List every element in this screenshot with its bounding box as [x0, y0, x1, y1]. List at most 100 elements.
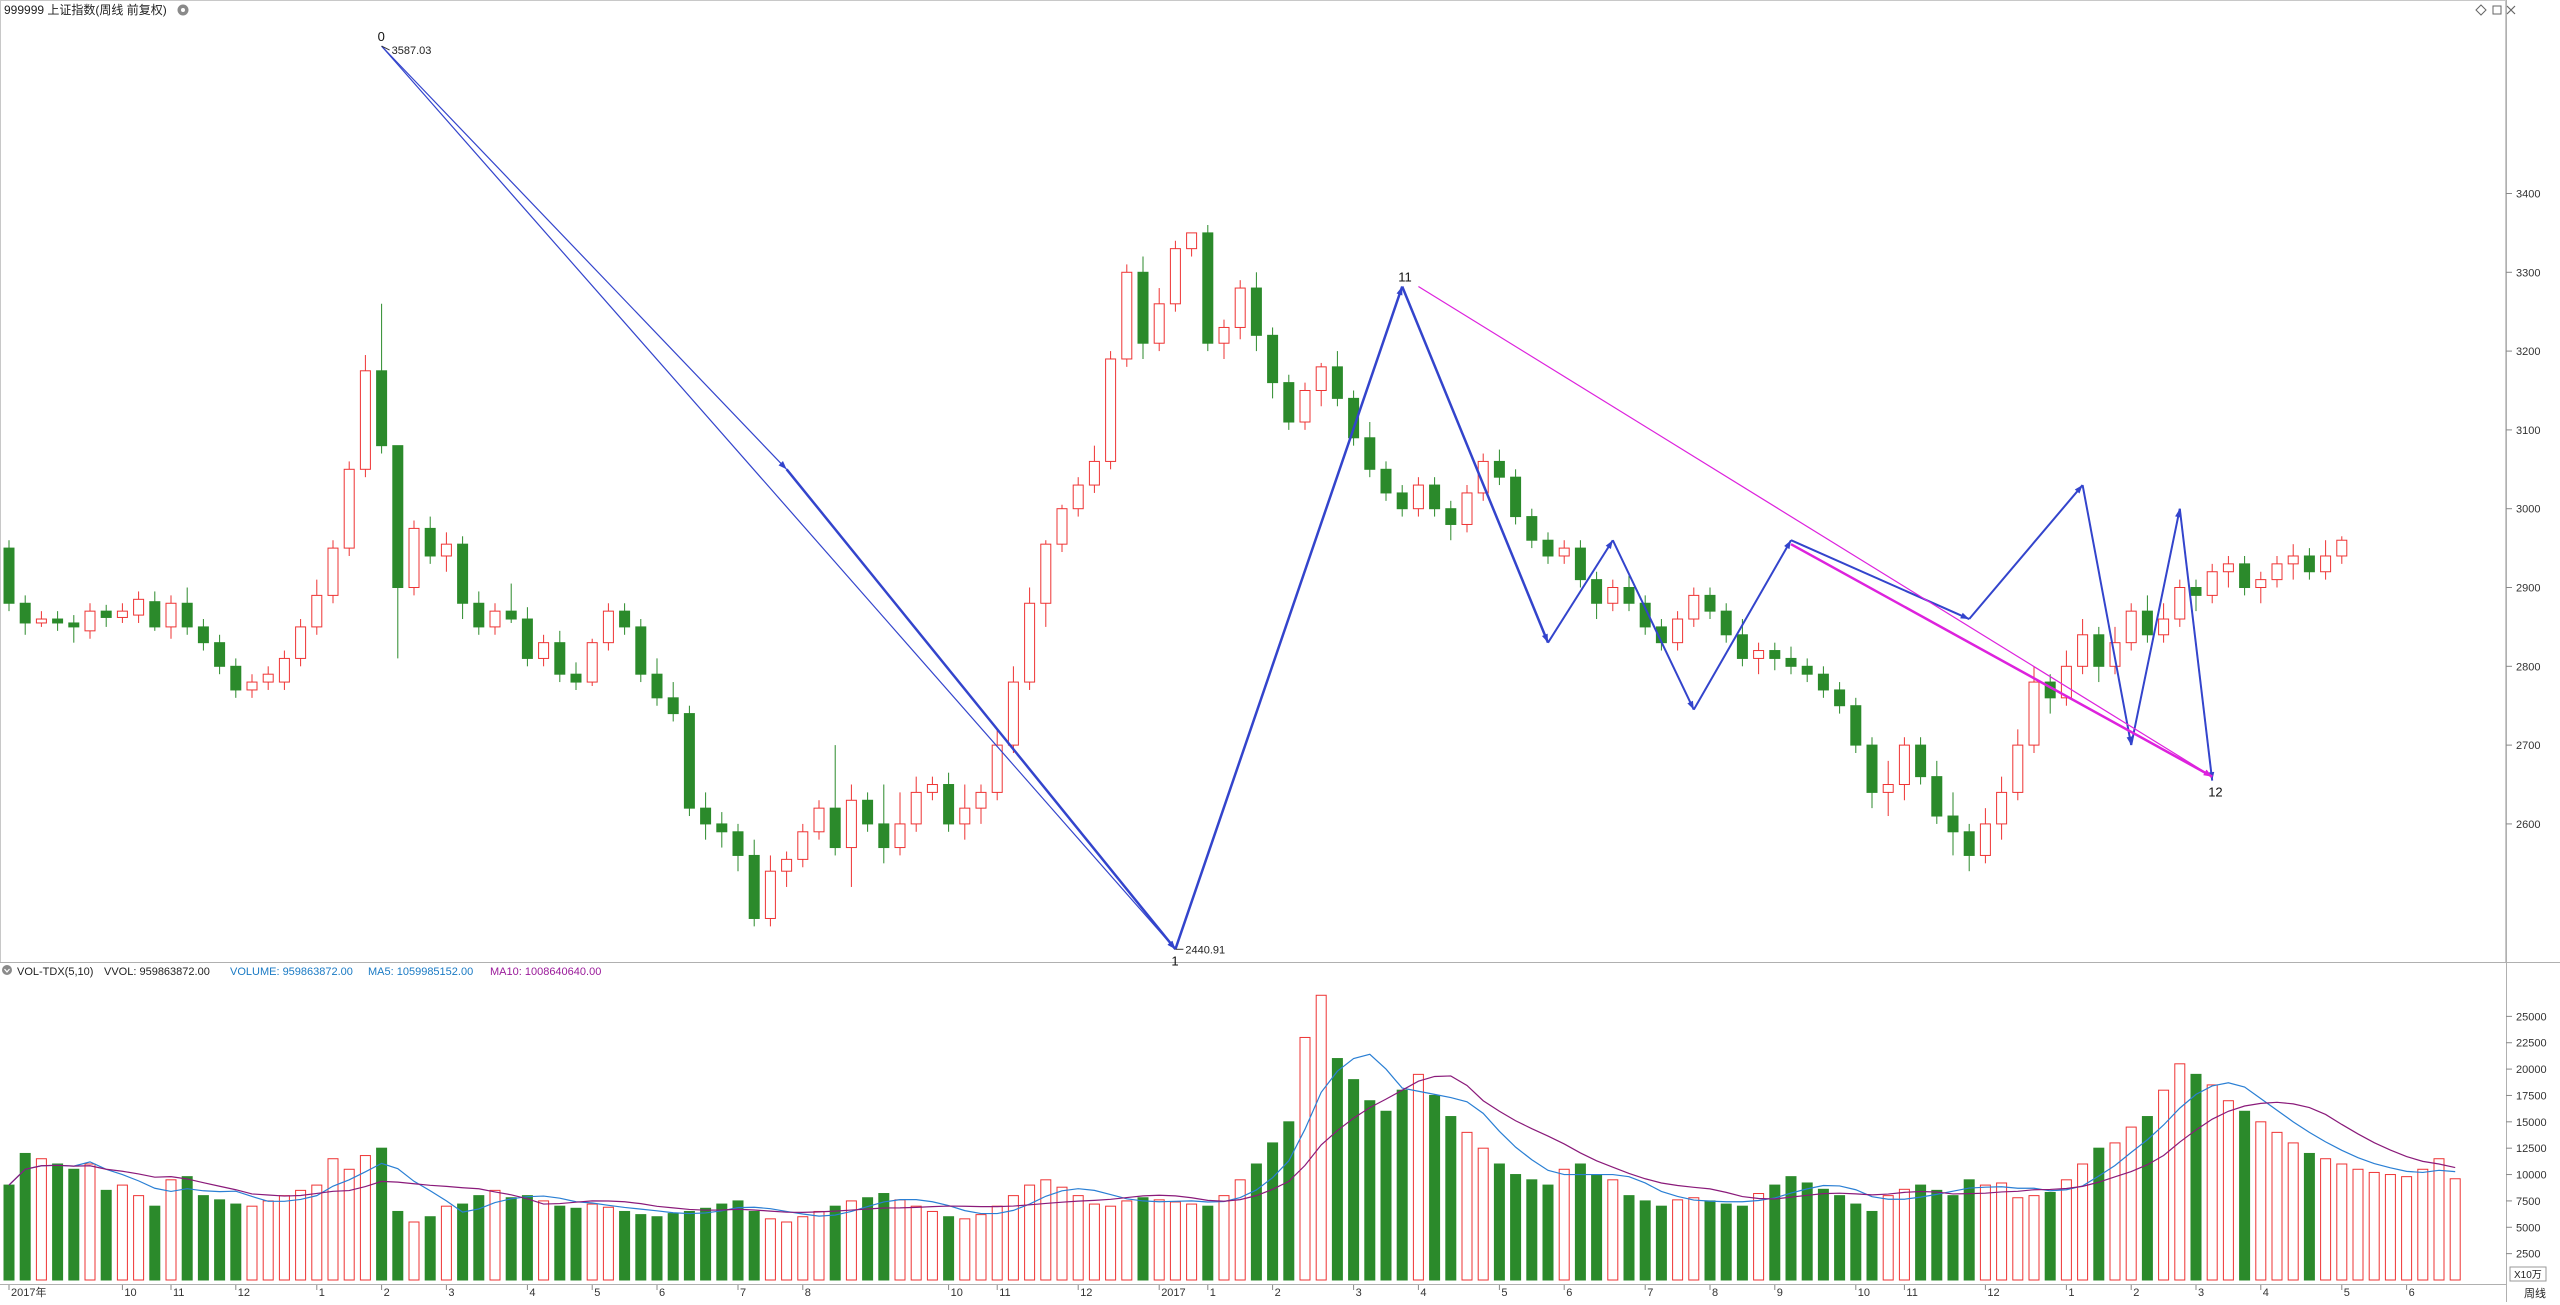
volume-bar [1267, 1142, 1279, 1281]
wave-0-1-upper [381, 45, 788, 470]
volume-bar [1947, 1195, 1959, 1281]
annotation-leader [381, 45, 390, 51]
volume-bar [1720, 1203, 1732, 1281]
date-tick-label: 4 [2263, 1287, 2269, 1299]
volume-bar [1979, 1184, 1991, 1281]
date-tick-label: 11 [1906, 1287, 1917, 1299]
volume-bar [2352, 1168, 2364, 1281]
minimize-icon[interactable] [2492, 5, 2502, 15]
volume-bar [165, 1179, 177, 1281]
candle-body [392, 445, 404, 589]
volume-bar [52, 1163, 64, 1281]
candle-body [2336, 539, 2348, 557]
candle-body [602, 610, 614, 644]
volume-bar [1866, 1210, 1878, 1281]
candle-body [651, 673, 663, 699]
wave-h [2178, 508, 2214, 781]
candle [1493, 449, 1505, 486]
trend-magenta-thin [1418, 285, 2213, 778]
wave-annotations: 0 3587.03 1 2440.91 11 12 [378, 29, 2223, 968]
volume-bar [1655, 1205, 1667, 1281]
candle [1445, 500, 1457, 541]
chart-header: 999999 上证指数(周线 前复权) [4, 2, 2516, 17]
candle-body [1169, 248, 1181, 305]
candle-body [1882, 784, 1894, 793]
volume-bar [894, 1199, 906, 1281]
candle-body [716, 823, 728, 833]
candle-body [1040, 543, 1052, 604]
candle [2239, 555, 2251, 596]
candle-body [1445, 508, 1457, 525]
candle-body [1931, 776, 1943, 817]
candle [1720, 603, 1732, 643]
candle-body [2093, 634, 2105, 667]
volume-bar [862, 1197, 874, 1281]
volume-bar [2206, 1084, 2218, 1281]
date-tick-label: 11 [999, 1287, 1010, 1299]
candles-layer [3, 225, 2348, 927]
candle [910, 776, 922, 832]
wave-1-11-arrow [1396, 286, 1403, 296]
ma5-value: MA5: 1059985152.00 [368, 966, 473, 978]
candle [619, 603, 631, 635]
candle-body [2222, 563, 2234, 573]
date-tick-label: 11 [173, 1287, 184, 1299]
price-tick-label: 3400 [2516, 188, 2540, 200]
candle-body [1024, 602, 1036, 683]
wave-c [1692, 539, 1792, 711]
volume-bar [748, 1210, 760, 1281]
candle-body [327, 547, 339, 596]
candle [214, 634, 226, 675]
candle [1688, 587, 1700, 627]
volume-bar [2158, 1089, 2170, 1281]
volume-bar [1493, 1163, 1505, 1281]
date-tick-label: 3 [2198, 1287, 2204, 1299]
candle [1850, 697, 1862, 753]
volume-bar [2060, 1179, 2072, 1281]
candle [116, 603, 128, 623]
candle-body [813, 807, 825, 833]
volume-bar [1850, 1203, 1862, 1281]
footer: X10万 周线 [2509, 1266, 2547, 1300]
candle [716, 812, 728, 848]
wave-g [2130, 508, 2181, 746]
candle [1866, 737, 1878, 809]
candle-body [376, 370, 388, 447]
diamond-icon[interactable] [2475, 4, 2487, 16]
volume-bar [133, 1195, 145, 1281]
volume-ma5-line [8, 1053, 2456, 1217]
price-tick-label: 2600 [2516, 819, 2540, 831]
candle-body [1234, 287, 1246, 328]
candle [3, 540, 15, 612]
candle [133, 591, 145, 623]
period-label[interactable]: 周线 [2524, 1286, 2546, 1300]
candle [1007, 666, 1019, 753]
volume-bar [829, 1205, 841, 1281]
volume-bar [1364, 1100, 1376, 1281]
candle-body [1672, 618, 1684, 644]
candle-body [246, 681, 258, 691]
close-icon[interactable] [2506, 5, 2516, 15]
candle [1915, 737, 1927, 785]
volume-bar [700, 1207, 712, 1281]
candle [1769, 642, 1781, 671]
price-axis: 2600 2700 2800 2900 3000 3100 3200 3300 3400 [2506, 188, 2540, 831]
volume-bar [2449, 1178, 2461, 1281]
candle-body [2060, 665, 2072, 699]
date-tick-label: 12 [1080, 1287, 1092, 1299]
candle [84, 603, 96, 639]
candle [1542, 532, 1554, 564]
settings-icon[interactable] [177, 4, 189, 16]
candle-body [2320, 555, 2332, 573]
candle-body [1736, 634, 1748, 659]
candle [1801, 658, 1813, 683]
candle-body [1429, 484, 1441, 510]
candle [2125, 603, 2137, 651]
candle [1412, 477, 1424, 517]
candle-body [1364, 437, 1376, 470]
wave-0-1-lower-arrow [1167, 940, 1176, 950]
volume-bar [1024, 1184, 1036, 1281]
volume-settings-icon[interactable] [2, 965, 12, 975]
date-tick-label: 1 [1210, 1287, 1216, 1299]
candle-body [2158, 618, 2170, 636]
